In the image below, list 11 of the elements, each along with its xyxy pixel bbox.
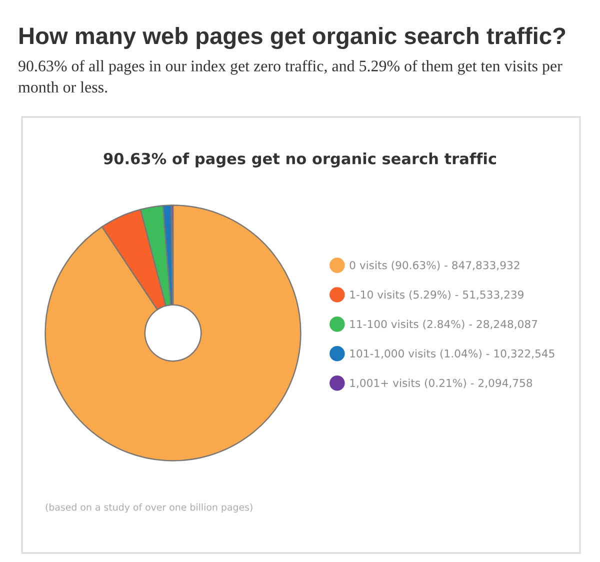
legend-label: 1,001+ visits (0.21%) - 2,094,758 — [350, 378, 532, 388]
legend-label: 11-100 visits (2.84%) - 28,248,087 — [350, 320, 538, 330]
chart-title: How many web pages get organic search traffic? — [20, 26, 566, 50]
legend-label: 1-10 visits (5.29%) - 51,533,239 — [350, 290, 524, 300]
text: (based on a study of over one billion pages) — [46, 503, 252, 513]
legend-label: 101-1,000 visits (1.04%) - 10,322,545 — [350, 349, 554, 359]
donut-slice — [44, 204, 302, 462]
donut-slice — [101, 208, 166, 310]
legend-label: 0 visits (90.63%) - 847,833,932 — [350, 260, 520, 271]
text: 90.63% of pages get no organic search traffic — [104, 152, 496, 168]
chart-subtitle: 90.63% of all pages in our index get zero traffic, and 5.29% of them get ten visits per month or less. — [18, 60, 562, 93]
